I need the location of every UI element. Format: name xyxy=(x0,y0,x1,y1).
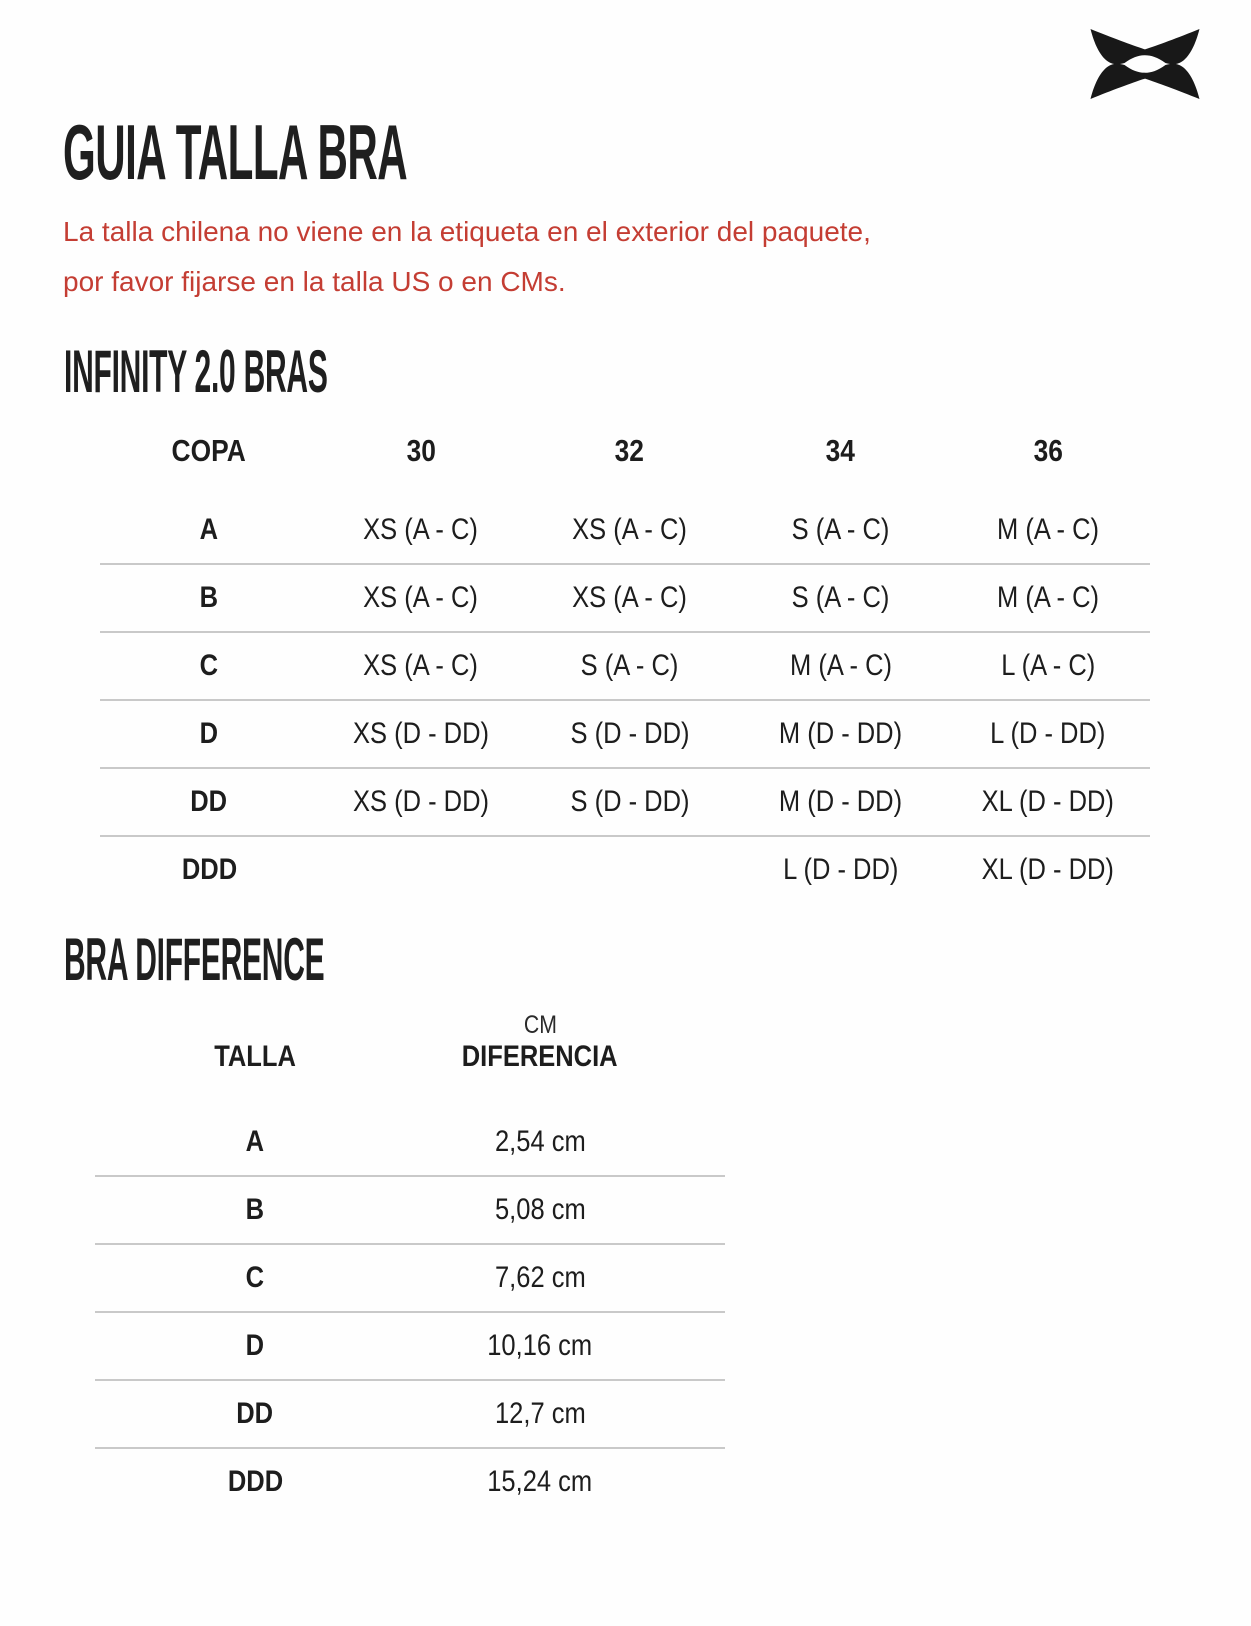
column-header-cm-diferencia: CM DIFERENCIA xyxy=(415,1010,665,1074)
cup-label: DDD xyxy=(181,853,237,886)
column-header-spacer xyxy=(665,1010,725,1074)
size-cell: S (A - C) xyxy=(735,497,946,565)
talla-label: B xyxy=(95,1176,415,1245)
size-cell: XS (A - C) xyxy=(318,632,524,701)
column-header-copa: COPA xyxy=(171,433,247,468)
cup-label: D xyxy=(100,700,318,769)
size-cell: M (A - C) xyxy=(735,632,946,701)
size-cell: M (D - DD) xyxy=(735,768,946,837)
page-title: GUIA TALLA BRA xyxy=(63,108,408,196)
difference-value: 5,08 cm xyxy=(415,1176,665,1245)
talla-label: DDD xyxy=(227,1465,283,1498)
difference-value: 2,54 cm xyxy=(415,1109,665,1177)
size-cell: XL (D - DD) xyxy=(981,853,1115,886)
diferencia-label: DIFERENCIA xyxy=(462,1040,618,1073)
cup-label: DD xyxy=(100,768,318,837)
size-cell: S (A - C) xyxy=(735,564,946,633)
table-row-cup-dd: DD XS (D - DD) S (D - DD) M (D - DD) XL … xyxy=(100,768,1150,837)
notice-line-2: por favor fijarse en la talla US o en CM… xyxy=(63,266,566,297)
table-row-talla-b: B 5,08 cm xyxy=(95,1176,725,1245)
size-cell: XS (A - C) xyxy=(318,497,524,565)
table-row-talla-dd: DD 12,7 cm xyxy=(95,1380,725,1449)
size-cell: S (D - DD) xyxy=(524,768,735,837)
size-cell: XS (A - C) xyxy=(524,497,735,565)
table-header-row: TALLA CM DIFERENCIA xyxy=(95,1010,725,1074)
difference-value: 15,24 cm xyxy=(487,1465,593,1498)
infinity-size-table-header: COPA 30 32 34 36 xyxy=(100,423,1150,479)
size-cell: S (A - C) xyxy=(524,632,735,701)
size-cell xyxy=(524,836,735,903)
talla-label: DD xyxy=(95,1380,415,1449)
size-cell: XS (A - C) xyxy=(318,564,524,633)
talla-label: D xyxy=(95,1312,415,1381)
column-header-34: 34 xyxy=(825,433,856,468)
cup-label: B xyxy=(100,564,318,633)
column-header-talla: TALLA xyxy=(214,1040,296,1073)
size-cell: S (D - DD) xyxy=(524,700,735,769)
column-header-32: 32 xyxy=(614,433,645,468)
talla-label: C xyxy=(95,1244,415,1313)
size-cell: L (D - DD) xyxy=(946,700,1150,769)
size-cell: XS (A - C) xyxy=(524,564,735,633)
table-row-talla-c: C 7,62 cm xyxy=(95,1244,725,1313)
size-cell: L (A - C) xyxy=(946,632,1150,701)
table-row-cup-b: B XS (A - C) XS (A - C) S (A - C) M (A -… xyxy=(100,564,1150,633)
cm-label: CM xyxy=(523,1011,557,1039)
table-row-talla-ddd: DDD 15,24 cm xyxy=(95,1448,725,1515)
difference-value: 12,7 cm xyxy=(415,1380,665,1449)
size-cell: XS (D - DD) xyxy=(318,768,524,837)
size-cell: XL (D - DD) xyxy=(946,768,1150,837)
difference-value: 10,16 cm xyxy=(415,1312,665,1381)
table-row-talla-a: A 2,54 cm xyxy=(95,1109,725,1177)
size-cell: M (D - DD) xyxy=(735,700,946,769)
size-cell: XS (D - DD) xyxy=(318,700,524,769)
infinity-size-table: A XS (A - C) XS (A - C) S (A - C) M (A -… xyxy=(100,497,1150,903)
bra-difference-table: A 2,54 cm B 5,08 cm C 7,62 cm D 10,16 cm… xyxy=(95,1109,725,1515)
section-title-bra-difference: BRA DIFFERENCE xyxy=(64,926,325,993)
size-cell: M (A - C) xyxy=(946,564,1150,633)
size-cell: L (D - DD) xyxy=(782,853,899,886)
table-row-cup-d: D XS (D - DD) S (D - DD) M (D - DD) L (D… xyxy=(100,700,1150,769)
cup-label: C xyxy=(100,632,318,701)
cup-label: A xyxy=(100,497,318,565)
table-header-row: COPA 30 32 34 36 xyxy=(100,423,1150,479)
column-header-30: 30 xyxy=(406,433,436,468)
table-row-cup-c: C XS (A - C) S (A - C) M (A - C) L (A - … xyxy=(100,632,1150,701)
chilean-size-notice: La talla chilena no viene en la etiqueta… xyxy=(63,207,871,307)
bra-difference-table-header: TALLA CM DIFERENCIA xyxy=(95,1010,725,1074)
under-armour-logo-icon xyxy=(1090,28,1200,100)
size-cell: M (A - C) xyxy=(946,497,1150,565)
column-header-36: 36 xyxy=(1033,433,1063,468)
section-title-infinity-bras: INFINITY 2.0 BRAS xyxy=(64,338,328,405)
table-row-cup-a: A XS (A - C) XS (A - C) S (A - C) M (A -… xyxy=(100,497,1150,565)
table-row-cup-ddd: DDD L (D - DD) XL (D - DD) xyxy=(100,836,1150,903)
notice-line-1: La talla chilena no viene en la etiqueta… xyxy=(63,216,871,247)
difference-value: 7,62 cm xyxy=(415,1244,665,1313)
table-row-talla-d: D 10,16 cm xyxy=(95,1312,725,1381)
talla-label: A xyxy=(95,1109,415,1177)
size-cell xyxy=(318,836,524,903)
